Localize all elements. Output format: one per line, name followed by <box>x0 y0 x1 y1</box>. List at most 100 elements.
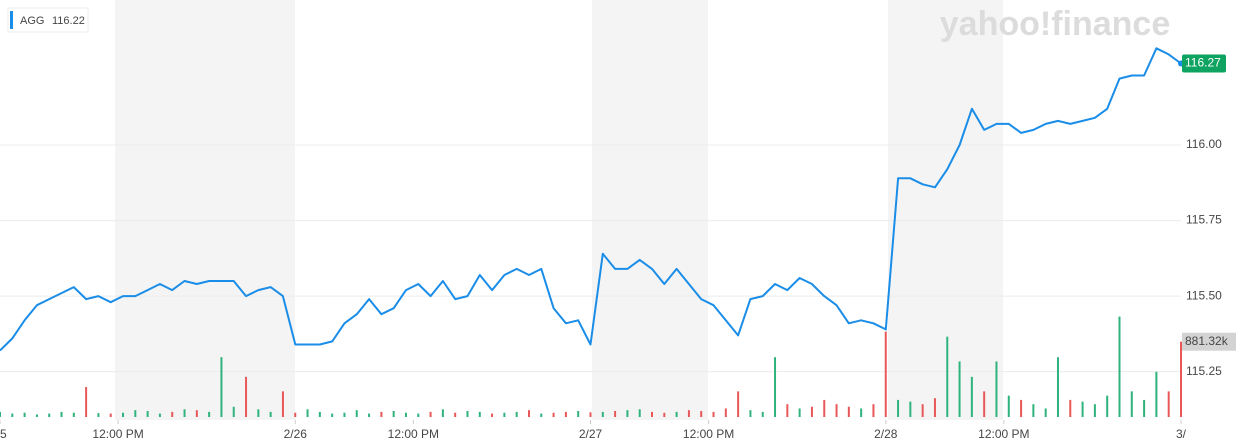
volume-bar <box>638 409 641 417</box>
volume-bar <box>884 331 887 417</box>
volume-bar <box>1069 399 1072 417</box>
volume-bar <box>503 412 506 417</box>
price-line <box>0 47 1182 352</box>
volume-bar <box>515 411 518 417</box>
volume-bar <box>933 398 936 417</box>
volume-bar <box>417 413 420 417</box>
legend-swatch <box>10 11 13 29</box>
legend: AGG 116.22 <box>7 7 89 33</box>
volume-bar <box>1106 395 1109 417</box>
x-tick-label: 2/27 <box>579 427 603 441</box>
volume-bar <box>589 412 592 417</box>
legend-label: AGG <box>20 15 44 27</box>
volume-bar <box>1130 391 1133 417</box>
y-tick-label: 115.50 <box>1186 288 1222 302</box>
volume-bar <box>1032 404 1035 417</box>
volume-bar <box>1044 408 1047 417</box>
y-tick-label: 115.75 <box>1186 213 1222 227</box>
volume-bar <box>847 406 850 417</box>
volume-bar <box>72 412 75 417</box>
legend-box <box>7 7 89 33</box>
volume-bar <box>257 409 260 417</box>
x-tick-label: 12:00 PM <box>978 427 1029 441</box>
volume-bar <box>441 409 444 417</box>
volume-bar <box>11 413 14 417</box>
volume-bar <box>626 410 629 417</box>
x-tick-label: 2/26 <box>284 427 308 441</box>
volume-bar <box>269 411 272 417</box>
volume-bar <box>331 413 334 417</box>
volume-bar <box>564 411 567 417</box>
volume-tag-box <box>1182 332 1236 351</box>
x-tick-label: 12:00 PM <box>388 427 439 441</box>
volume-bar <box>429 411 432 417</box>
volume-bar <box>368 413 371 417</box>
volume-bar <box>1081 401 1084 417</box>
volume-bar <box>700 411 703 417</box>
volume-bar <box>392 411 395 417</box>
volume-bar <box>823 399 826 417</box>
volume-bar <box>687 410 690 417</box>
volume-bar <box>761 411 764 417</box>
volume-bar <box>134 410 137 417</box>
volume-bar <box>48 413 51 417</box>
volume-bar <box>454 412 457 417</box>
volume-bar <box>958 361 961 417</box>
volume-bar <box>208 411 211 417</box>
x-tick-label: 12:00 PM <box>92 427 143 441</box>
session-bands <box>115 0 1003 420</box>
x-tick-label: 25 <box>0 427 7 441</box>
volume-bar <box>146 411 149 417</box>
volume-bar <box>466 411 469 417</box>
volume-bar <box>774 357 777 417</box>
x-tick-label: 2/28 <box>874 427 898 441</box>
volume-bar <box>183 409 186 417</box>
volume-bar <box>1056 357 1059 417</box>
volume-bar <box>663 412 666 417</box>
volume-bar <box>970 376 973 417</box>
volume-bar <box>1143 399 1146 417</box>
volume-bar <box>478 411 481 417</box>
volume-bar <box>724 408 727 417</box>
volume-bar <box>158 413 161 417</box>
y-tick-label: 116.00 <box>1186 137 1222 151</box>
volume-bar <box>983 391 986 417</box>
volume-bar <box>404 412 407 417</box>
volume-bar <box>85 387 88 417</box>
volume-bar <box>35 414 38 417</box>
volume-bar <box>1180 341 1182 417</box>
volume-bar <box>749 410 752 417</box>
volume-bar <box>897 399 900 417</box>
volume-bar <box>1118 316 1121 417</box>
volume-bar <box>1007 395 1010 417</box>
y-tick-label: 115.25 <box>1186 364 1222 378</box>
volume-bar <box>675 411 678 417</box>
volume-bar <box>1167 391 1170 417</box>
x-tick-label: 3/ <box>1176 427 1187 441</box>
volume-bar <box>171 411 174 417</box>
volume-bar <box>343 412 346 417</box>
volume-bar <box>23 412 26 417</box>
volume-bar <box>306 409 309 417</box>
volume-bar <box>491 413 494 417</box>
volume-bar <box>318 411 321 417</box>
volume-bar <box>281 391 284 417</box>
volume-bar <box>909 401 912 417</box>
volume-bar <box>651 411 654 417</box>
volume-bar <box>946 336 949 417</box>
volume-bar <box>294 412 297 417</box>
volume-bar <box>109 413 112 417</box>
volume-bar <box>552 412 555 417</box>
volume-bar <box>786 404 789 417</box>
volume-bar <box>995 361 998 417</box>
volume-bar <box>798 408 801 417</box>
volume-bar <box>921 404 924 417</box>
volume-bar <box>60 411 63 417</box>
volume-bar <box>712 411 715 417</box>
volume-tag: 881.32k <box>1185 334 1229 348</box>
volume-bar <box>97 413 100 417</box>
volume-bar <box>232 406 235 417</box>
volume-bar <box>577 411 580 417</box>
volume-bar <box>0 411 1 417</box>
